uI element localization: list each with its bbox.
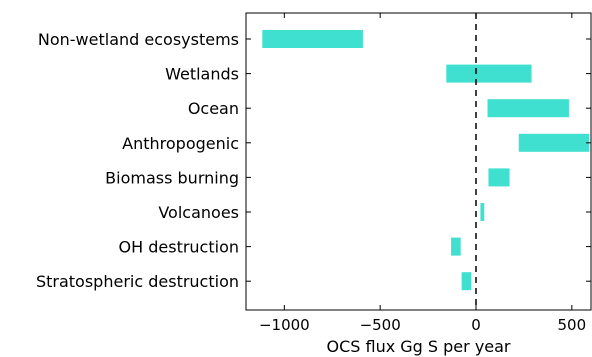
- bar-oh-destruction: [451, 237, 461, 256]
- bar-anthropogenic: [518, 133, 590, 152]
- bars-group: [262, 30, 590, 291]
- y-tick-label: Anthropogenic: [122, 134, 239, 153]
- y-tick-label: OH destruction: [119, 238, 239, 257]
- bar-ocean: [487, 99, 569, 118]
- y-ticks: [246, 38, 591, 282]
- y-tick-labels: Non-wetland ecosystems Wetlands Ocean Anthr…: [36, 30, 239, 291]
- bar-non-wetland-ecosystems: [262, 30, 363, 48]
- bar-stratospheric-destruction: [461, 272, 472, 291]
- bar-biomass-burning: [488, 168, 510, 187]
- x-ticks: [283, 13, 573, 310]
- y-tick-label: Non-wetland ecosystems: [38, 30, 239, 49]
- y-tick-label: Wetlands: [165, 65, 239, 84]
- plot-frame: [245, 12, 592, 311]
- bar-volcanoes: [480, 203, 485, 221]
- bar-wetlands: [446, 64, 532, 83]
- x-tick-label: −500: [360, 316, 401, 334]
- y-tick-label: Stratospheric destruction: [36, 272, 239, 291]
- y-tick-label: Ocean: [188, 99, 239, 118]
- y-tick-label: Biomass burning: [105, 168, 239, 187]
- x-tick-label: 500: [558, 316, 587, 334]
- x-tick-label: 0: [471, 316, 481, 334]
- x-tick-labels: −1000 −500 0 500: [259, 316, 586, 334]
- x-tick-label: −1000: [259, 316, 310, 334]
- y-tick-label: Volcanoes: [158, 203, 239, 222]
- x-axis-label: OCS flux Gg S per year: [326, 337, 510, 356]
